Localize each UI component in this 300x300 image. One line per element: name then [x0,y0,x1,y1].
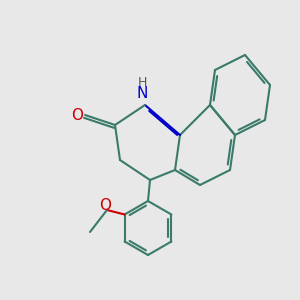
Text: N: N [136,85,148,100]
Text: O: O [71,107,83,122]
Text: O: O [99,197,111,212]
Text: H: H [137,76,147,89]
